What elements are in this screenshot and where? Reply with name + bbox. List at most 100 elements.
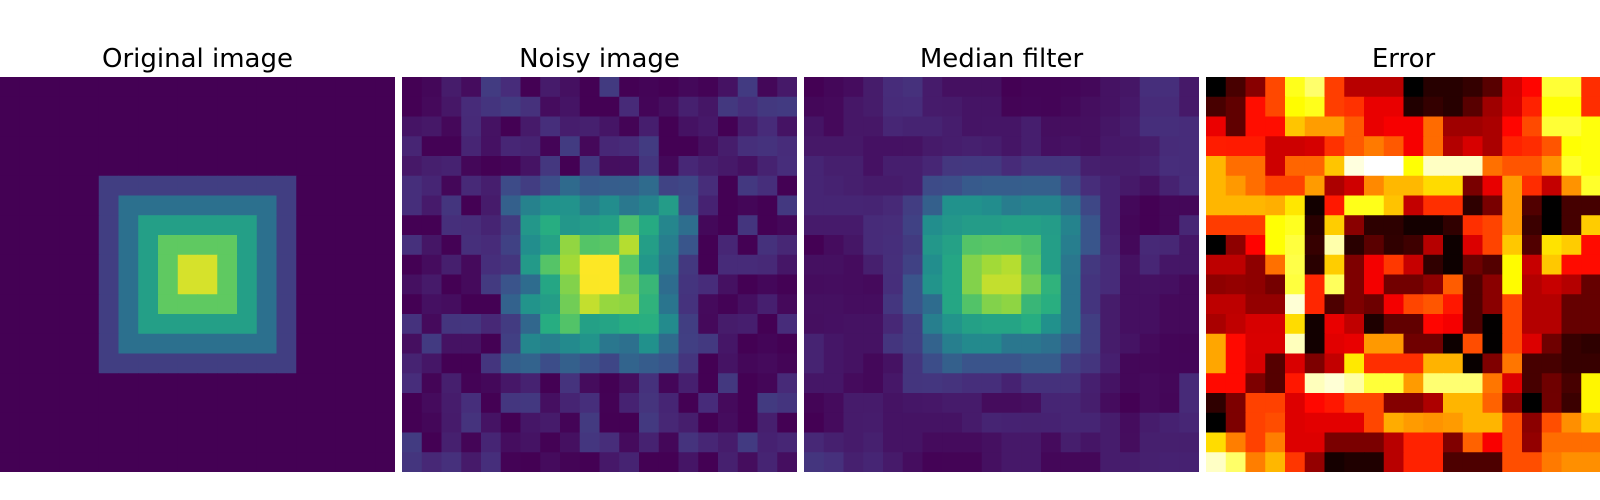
heatmap-cell: [158, 215, 179, 236]
heatmap-cell: [375, 432, 395, 453]
heatmap-cell: [355, 96, 376, 118]
heatmap-cell: [1561, 432, 1582, 453]
heatmap-cell: [1225, 333, 1247, 355]
heatmap-cell: [823, 156, 845, 177]
heatmap-cell: [118, 156, 139, 177]
heatmap-cell: [118, 452, 139, 472]
heatmap-cell: [579, 195, 601, 216]
heatmap-cell: [777, 195, 797, 216]
heatmap-cell: [1304, 175, 1326, 197]
heatmap-cell: [883, 432, 904, 453]
heatmap-cell: [1021, 175, 1042, 197]
heatmap-cell: [481, 136, 502, 157]
heatmap-cell: [619, 412, 640, 434]
heatmap-cell: [1364, 96, 1385, 118]
heatmap-cell: [962, 77, 983, 98]
heatmap-cell: [1443, 393, 1464, 414]
heatmap-cell: [158, 254, 179, 276]
heatmap-cell: [39, 136, 60, 157]
heatmap-cell: [1265, 77, 1286, 98]
heatmap-cell: [843, 96, 864, 118]
heatmap-cell: [520, 254, 541, 276]
heatmap-cell: [1561, 235, 1582, 256]
heatmap-cell: [942, 254, 963, 276]
heatmap-cell: [1403, 96, 1424, 118]
heatmap-cell: [1159, 333, 1180, 355]
heatmap-cell: [355, 452, 376, 472]
heatmap-cell: [1179, 254, 1199, 276]
heatmap-cell: [375, 136, 395, 157]
heatmap-cell: [579, 175, 601, 197]
heatmap-cell: [1581, 195, 1600, 216]
heatmap-cell: [1364, 314, 1385, 335]
heatmap-cell: [1080, 314, 1101, 335]
heatmap-cell: [902, 215, 924, 236]
heatmap-cell: [599, 373, 620, 394]
heatmap-cell: [1179, 274, 1199, 295]
heatmap-cell: [658, 314, 680, 335]
heatmap-cell: [777, 156, 797, 177]
heatmap-cell: [98, 116, 120, 137]
heatmap-cell: [1482, 314, 1503, 335]
heatmap-cell: [599, 77, 620, 98]
heatmap-cell: [863, 294, 884, 315]
heatmap-cell: [698, 77, 719, 98]
heatmap-cell: [118, 393, 139, 414]
heatmap-cell: [1383, 393, 1405, 414]
heatmap-cell: [1179, 412, 1199, 434]
heatmap-cell: [158, 333, 179, 355]
heatmap-cell: [335, 195, 357, 216]
heatmap-cell: [560, 195, 581, 216]
heatmap-cell: [500, 156, 522, 177]
heatmap-cell: [1482, 116, 1503, 137]
heatmap-cell: [1482, 412, 1503, 434]
original-image-heatmap: [0, 77, 395, 472]
heatmap-cell: [1285, 294, 1306, 315]
heatmap-cell: [0, 432, 21, 453]
heatmap-cell: [1443, 314, 1464, 335]
heatmap-cell: [777, 96, 797, 118]
heatmap-cell: [118, 333, 139, 355]
heatmap-cell: [1482, 96, 1503, 118]
heatmap-cell: [520, 215, 541, 236]
heatmap-cell: [39, 294, 60, 315]
heatmap-cell: [441, 96, 462, 118]
heatmap-cell: [718, 215, 739, 236]
heatmap-cell: [1324, 215, 1345, 236]
heatmap-cell: [1041, 116, 1062, 137]
heatmap-cell: [1245, 136, 1266, 157]
heatmap-cell: [79, 373, 100, 394]
heatmap-cell: [540, 136, 561, 157]
heatmap-cell: [863, 314, 884, 335]
heatmap-cell: [19, 195, 41, 216]
heatmap-cell: [1443, 432, 1464, 453]
heatmap-cell: [1443, 254, 1464, 276]
heatmap-cell: [1120, 333, 1141, 355]
heatmap-cell: [902, 96, 924, 118]
heatmap-cell: [902, 77, 924, 98]
heatmap-cell: [698, 314, 719, 335]
heatmap-cell: [1080, 235, 1101, 256]
heatmap-cell: [804, 116, 825, 137]
heatmap-cell: [316, 235, 337, 256]
heatmap-cell: [1403, 116, 1424, 137]
heatmap-cell: [678, 77, 699, 98]
heatmap-cell: [823, 254, 845, 276]
heatmap-cell: [1179, 116, 1199, 137]
heatmap-cell: [59, 156, 80, 177]
heatmap-cell: [19, 175, 41, 197]
heatmap-cell: [1120, 373, 1141, 394]
heatmap-cell: [217, 274, 238, 295]
heatmap-cell: [355, 314, 376, 335]
heatmap-cell: [39, 235, 60, 256]
heatmap-cell: [59, 393, 80, 414]
heatmap-cell: [1060, 96, 1082, 118]
heatmap-cell: [500, 314, 522, 335]
heatmap-cell: [1265, 452, 1286, 472]
heatmap-cell: [902, 314, 924, 335]
heatmap-cell: [1206, 432, 1227, 453]
heatmap-cell: [138, 412, 159, 434]
heatmap-cell: [639, 452, 660, 472]
heatmap-cell: [902, 353, 924, 374]
heatmap-cell: [698, 294, 719, 315]
